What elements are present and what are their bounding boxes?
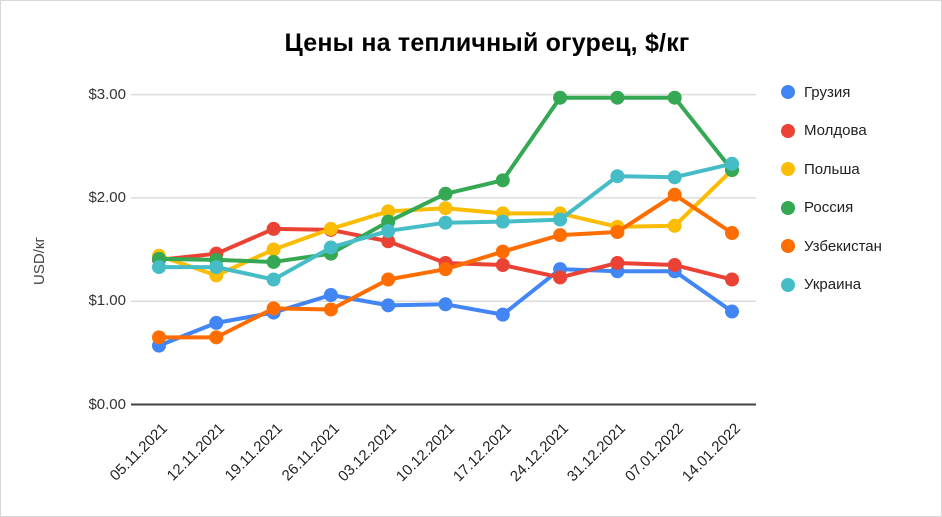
legend-label: Молдова — [804, 122, 867, 139]
series-0-point-10 — [725, 304, 739, 319]
series-5-point-2 — [266, 272, 281, 287]
legend-item-2: Польша — [781, 160, 860, 178]
series-2-point-4 — [381, 204, 396, 219]
series-1-point-8 — [610, 255, 625, 270]
series-3-point-6 — [495, 173, 510, 188]
series-5-point-6 — [495, 214, 510, 229]
series-1-point-6 — [495, 258, 510, 273]
legend-label: Узбекистан — [804, 237, 882, 255]
legend-item-4: Узбекистан — [781, 237, 882, 255]
series-1-point-4 — [381, 234, 396, 249]
legend-label: Россия — [804, 199, 854, 216]
legend-item-1: Молдова — [781, 122, 867, 139]
series-3-point-7 — [553, 90, 568, 105]
series-2-point-3 — [323, 221, 338, 236]
series-0-point-5 — [438, 297, 453, 312]
legend-item-5: Украина — [781, 276, 862, 293]
y-tick-label: $1.00 — [88, 292, 126, 310]
chart-title: Цены на тепличный огурец, $/кг — [284, 29, 690, 57]
legend-dot-icon — [781, 123, 795, 138]
series-1-point-10 — [725, 272, 739, 287]
legend-label: Польша — [804, 160, 860, 178]
legend-dot-icon — [781, 162, 795, 176]
series-4-point-5 — [438, 262, 453, 277]
series-4-point-3 — [323, 302, 338, 317]
series-4-point-7 — [553, 228, 568, 243]
series-3-point-8 — [610, 90, 625, 105]
legend-dot-icon — [781, 85, 795, 99]
series-4-point-10 — [725, 226, 739, 241]
series-0-point-4 — [381, 298, 396, 313]
series-4-point-8 — [610, 224, 625, 239]
series-1-point-7 — [553, 270, 568, 285]
series-5-point-7 — [553, 212, 568, 227]
y-tick-label: $0.00 — [88, 395, 126, 413]
series-2-point-2 — [266, 242, 281, 257]
series-4-point-9 — [667, 187, 682, 202]
series-5-point-5 — [438, 215, 453, 230]
series-line-3 — [157, 95, 734, 264]
series-5-point-9 — [667, 170, 682, 185]
series-5-point-4 — [381, 223, 396, 238]
series-4-point-2 — [266, 301, 281, 316]
series-5-point-0 — [152, 260, 166, 275]
series-3-point-5 — [438, 186, 453, 201]
series-4-point-0 — [152, 330, 166, 345]
y-tick-label: $3.00 — [88, 85, 126, 103]
series-5-point-3 — [323, 240, 338, 255]
legend-dot-icon — [781, 200, 795, 215]
series-3-point-9 — [667, 90, 682, 105]
legend-label: Украина — [804, 276, 862, 293]
series-4-point-1 — [209, 330, 224, 345]
series-3-point-2 — [266, 254, 281, 269]
series-5-point-1 — [209, 260, 224, 275]
series-0-point-1 — [209, 315, 224, 330]
legend-dot-icon — [781, 277, 795, 292]
series-5-point-8 — [610, 169, 625, 184]
series-4-point-6 — [495, 244, 510, 259]
series-2-point-9 — [667, 218, 682, 233]
series-1-point-9 — [667, 258, 682, 273]
series-1-point-2 — [266, 221, 281, 236]
series-5-point-10 — [725, 156, 739, 171]
series-2-point-5 — [438, 201, 453, 216]
series-0-point-6 — [495, 307, 510, 322]
legend-label: Грузия — [804, 83, 851, 101]
y-tick-label: $2.00 — [88, 188, 126, 206]
legend-item-0: Грузия — [781, 83, 851, 101]
series-0-point-3 — [323, 288, 338, 303]
legend-dot-icon — [781, 239, 795, 253]
legend-item-3: Россия — [781, 199, 854, 216]
series-4-point-4 — [381, 272, 396, 287]
